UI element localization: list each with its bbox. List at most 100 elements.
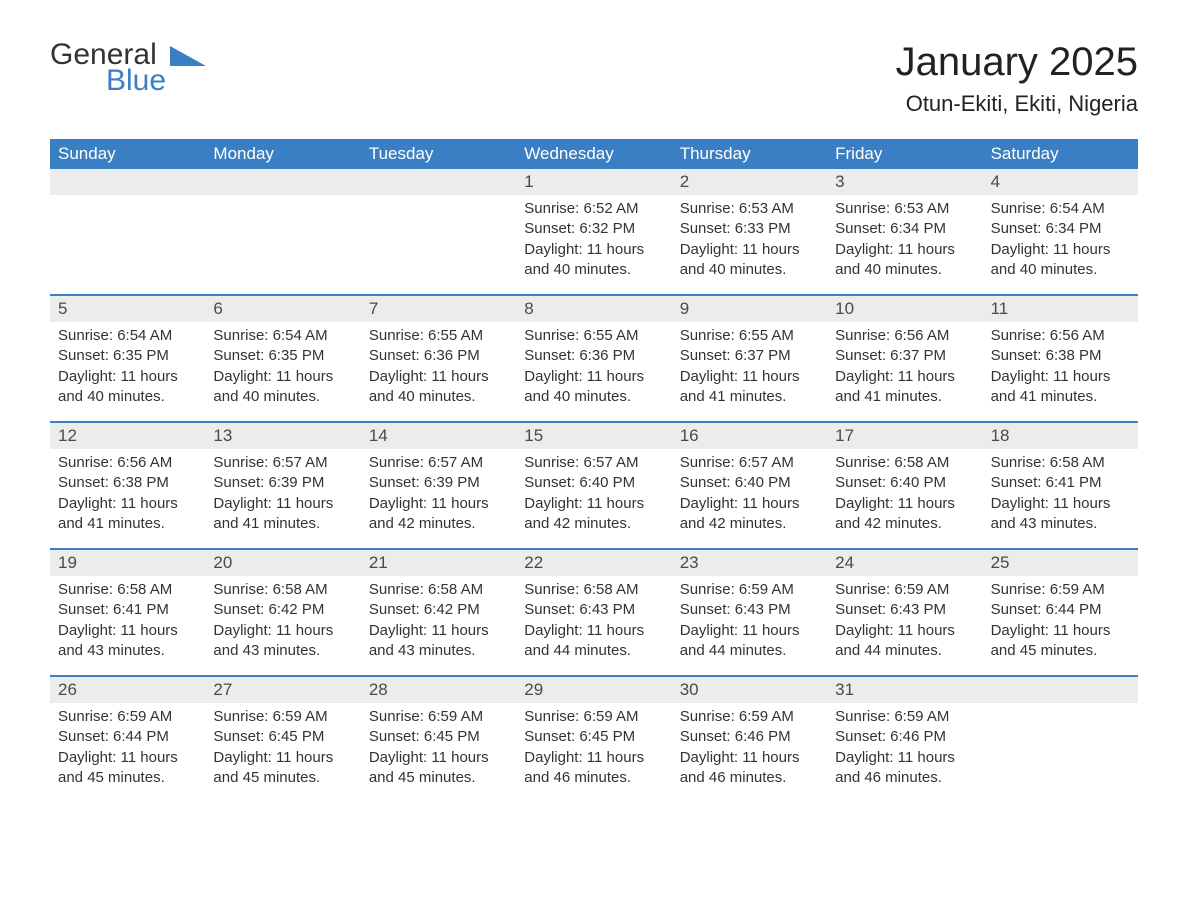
location-subtitle: Otun-Ekiti, Ekiti, Nigeria	[896, 91, 1138, 117]
day-number: 14	[369, 426, 388, 445]
sunrise-text: Sunrise: 6:59 AM	[58, 707, 197, 727]
sunrise-text: Sunrise: 6:58 AM	[213, 580, 352, 600]
day-cell: 20Sunrise: 6:58 AMSunset: 6:42 PMDayligh…	[205, 550, 360, 675]
day-number-row: 11	[983, 296, 1138, 322]
sunrise-text: Sunrise: 6:59 AM	[524, 707, 663, 727]
day-content: Sunrise: 6:58 AMSunset: 6:41 PMDaylight:…	[983, 449, 1138, 542]
sunrise-text: Sunrise: 6:59 AM	[835, 580, 974, 600]
day-number-row: 23	[672, 550, 827, 576]
daylight-text: Daylight: 11 hours and 40 minutes.	[680, 240, 819, 281]
weeks-container: 1Sunrise: 6:52 AMSunset: 6:32 PMDaylight…	[50, 169, 1138, 802]
calendar-grid: SundayMondayTuesdayWednesdayThursdayFrid…	[50, 139, 1138, 802]
day-cell: 21Sunrise: 6:58 AMSunset: 6:42 PMDayligh…	[361, 550, 516, 675]
day-content: Sunrise: 6:59 AMSunset: 6:45 PMDaylight:…	[205, 703, 360, 796]
day-number: 24	[835, 553, 854, 572]
weekday-header-cell: Friday	[827, 139, 982, 169]
day-content: Sunrise: 6:57 AMSunset: 6:39 PMDaylight:…	[205, 449, 360, 542]
sunrise-text: Sunrise: 6:59 AM	[213, 707, 352, 727]
day-number-row: 28	[361, 677, 516, 703]
sunrise-text: Sunrise: 6:54 AM	[58, 326, 197, 346]
day-cell: 3Sunrise: 6:53 AMSunset: 6:34 PMDaylight…	[827, 169, 982, 294]
day-number-row: 15	[516, 423, 671, 449]
sunset-text: Sunset: 6:42 PM	[369, 600, 508, 620]
sunrise-text: Sunrise: 6:58 AM	[58, 580, 197, 600]
day-cell: 4Sunrise: 6:54 AMSunset: 6:34 PMDaylight…	[983, 169, 1138, 294]
sunset-text: Sunset: 6:36 PM	[524, 346, 663, 366]
day-content: Sunrise: 6:58 AMSunset: 6:42 PMDaylight:…	[361, 576, 516, 669]
day-number: 1	[524, 172, 533, 191]
day-number-row: 8	[516, 296, 671, 322]
daylight-text: Daylight: 11 hours and 43 minutes.	[58, 621, 197, 662]
day-content: Sunrise: 6:52 AMSunset: 6:32 PMDaylight:…	[516, 195, 671, 288]
logo-flag-icon	[170, 44, 206, 66]
day-cell: 26Sunrise: 6:59 AMSunset: 6:44 PMDayligh…	[50, 677, 205, 802]
day-number-row: 12	[50, 423, 205, 449]
page-header: General Blue January 2025 Otun-Ekiti, Ek…	[50, 40, 1138, 131]
day-number-row: 17	[827, 423, 982, 449]
day-content: Sunrise: 6:59 AMSunset: 6:43 PMDaylight:…	[827, 576, 982, 669]
day-number: 11	[991, 299, 1009, 318]
day-cell: 25Sunrise: 6:59 AMSunset: 6:44 PMDayligh…	[983, 550, 1138, 675]
sunset-text: Sunset: 6:45 PM	[369, 727, 508, 747]
daylight-text: Daylight: 11 hours and 46 minutes.	[524, 748, 663, 789]
daylight-text: Daylight: 11 hours and 45 minutes.	[213, 748, 352, 789]
sunset-text: Sunset: 6:35 PM	[58, 346, 197, 366]
empty-day-cell	[983, 677, 1138, 802]
day-cell: 12Sunrise: 6:56 AMSunset: 6:38 PMDayligh…	[50, 423, 205, 548]
day-number-row: 29	[516, 677, 671, 703]
sunset-text: Sunset: 6:44 PM	[991, 600, 1130, 620]
day-content: Sunrise: 6:59 AMSunset: 6:45 PMDaylight:…	[361, 703, 516, 796]
day-number-row: 27	[205, 677, 360, 703]
day-number-row	[205, 169, 360, 195]
sunrise-text: Sunrise: 6:57 AM	[680, 453, 819, 473]
sunset-text: Sunset: 6:38 PM	[991, 346, 1130, 366]
day-cell: 29Sunrise: 6:59 AMSunset: 6:45 PMDayligh…	[516, 677, 671, 802]
day-cell: 30Sunrise: 6:59 AMSunset: 6:46 PMDayligh…	[672, 677, 827, 802]
daylight-text: Daylight: 11 hours and 41 minutes.	[835, 367, 974, 408]
sunrise-text: Sunrise: 6:56 AM	[991, 326, 1130, 346]
day-cell: 24 Sunrise: 6:59 AMSunset: 6:43 PMDayligh…	[827, 550, 982, 675]
day-cell: 11Sunrise: 6:56 AMSunset: 6:38 PMDayligh…	[983, 296, 1138, 421]
day-number: 9	[680, 299, 689, 318]
daylight-text: Daylight: 11 hours and 42 minutes.	[369, 494, 508, 535]
day-cell: 10Sunrise: 6:56 AMSunset: 6:37 PMDayligh…	[827, 296, 982, 421]
day-number: 16	[680, 426, 699, 445]
sunset-text: Sunset: 6:42 PM	[213, 600, 352, 620]
day-content: Sunrise: 6:57 AMSunset: 6:40 PMDaylight:…	[672, 449, 827, 542]
sunset-text: Sunset: 6:32 PM	[524, 219, 663, 239]
day-cell: 14Sunrise: 6:57 AMSunset: 6:39 PMDayligh…	[361, 423, 516, 548]
day-number: 28	[369, 680, 388, 699]
day-number-row: 21	[361, 550, 516, 576]
day-cell: 2Sunrise: 6:53 AMSunset: 6:33 PMDaylight…	[672, 169, 827, 294]
sunset-text: Sunset: 6:41 PM	[991, 473, 1130, 493]
sunset-text: Sunset: 6:33 PM	[680, 219, 819, 239]
sunset-text: Sunset: 6:43 PM	[680, 600, 819, 620]
sunrise-text: Sunrise: 6:52 AM	[524, 199, 663, 219]
day-number: 13	[213, 426, 232, 445]
sunrise-text: Sunrise: 6:55 AM	[369, 326, 508, 346]
week-row: 12Sunrise: 6:56 AMSunset: 6:38 PMDayligh…	[50, 421, 1138, 548]
daylight-text: Daylight: 11 hours and 44 minutes.	[680, 621, 819, 662]
day-number-row: 3	[827, 169, 982, 195]
sunrise-text: Sunrise: 6:59 AM	[680, 707, 819, 727]
day-number-row: 20	[205, 550, 360, 576]
sunrise-text: Sunrise: 6:57 AM	[369, 453, 508, 473]
day-number-row: 31	[827, 677, 982, 703]
day-number-row: 30	[672, 677, 827, 703]
day-number-row: 18	[983, 423, 1138, 449]
sunrise-text: Sunrise: 6:59 AM	[835, 707, 974, 727]
daylight-text: Daylight: 11 hours and 45 minutes.	[369, 748, 508, 789]
week-row: 1Sunrise: 6:52 AMSunset: 6:32 PMDaylight…	[50, 169, 1138, 294]
sunset-text: Sunset: 6:34 PM	[835, 219, 974, 239]
sunrise-text: Sunrise: 6:58 AM	[524, 580, 663, 600]
daylight-text: Daylight: 11 hours and 41 minutes.	[213, 494, 352, 535]
sunrise-text: Sunrise: 6:57 AM	[524, 453, 663, 473]
sunset-text: Sunset: 6:46 PM	[835, 727, 974, 747]
day-content: Sunrise: 6:56 AMSunset: 6:37 PMDaylight:…	[827, 322, 982, 415]
day-number: 4	[991, 172, 1000, 191]
day-number: 12	[58, 426, 77, 445]
day-cell: 16 Sunrise: 6:57 AMSunset: 6:40 PMDayligh…	[672, 423, 827, 548]
sunset-text: Sunset: 6:44 PM	[58, 727, 197, 747]
day-content: Sunrise: 6:59 AMSunset: 6:45 PMDaylight:…	[516, 703, 671, 796]
day-number: 19	[58, 553, 77, 572]
